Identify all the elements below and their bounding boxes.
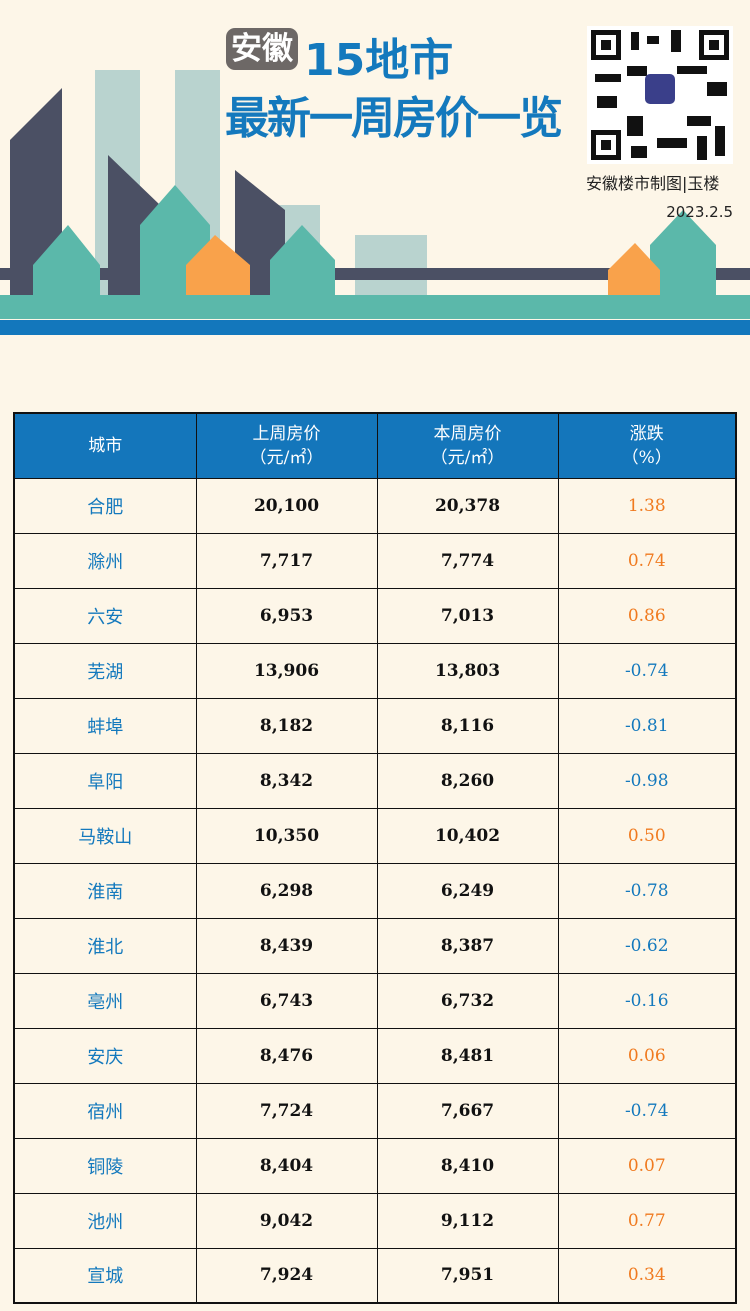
- header-unit: （%）: [621, 447, 672, 468]
- column-header: 本周房价 （元/㎡）: [376, 412, 559, 479]
- last-week-price-cell: 8,404: [195, 1137, 378, 1194]
- last-week-price-cell: 8,182: [195, 697, 378, 754]
- this-week-price-cell: 10,402: [376, 807, 559, 864]
- change-cell: -0.98: [557, 752, 737, 809]
- city-cell: 宣城: [13, 1247, 197, 1304]
- last-week-price-cell: 6,298: [195, 862, 378, 919]
- this-week-price-cell: 7,951: [376, 1247, 559, 1304]
- city-cell: 芜湖: [13, 642, 197, 699]
- change-cell: 0.07: [557, 1137, 737, 1194]
- table-row: 六安 6,953 7,013 0.86: [13, 587, 737, 644]
- change-cell: -0.62: [557, 917, 737, 974]
- city-cell: 淮北: [13, 917, 197, 974]
- this-week-price-cell: 6,732: [376, 972, 559, 1029]
- city-cell: 宿州: [13, 1082, 197, 1139]
- change-cell: 0.77: [557, 1192, 737, 1249]
- page-title: 最新一周房价一览: [225, 93, 563, 144]
- last-week-price-cell: 10,350: [195, 807, 378, 864]
- table-row: 宿州 7,724 7,667 -0.74: [13, 1082, 737, 1139]
- header-label: 涨跌: [629, 423, 664, 444]
- change-cell: 0.06: [557, 1027, 737, 1084]
- city-cell: 六安: [13, 587, 197, 644]
- province-tag: 安徽: [226, 28, 298, 70]
- last-week-price-cell: 7,924: [195, 1247, 378, 1304]
- header-banner: 安徽 15地市 最新一周房价一览 安徽楼市制图|玉楼 2023.2.5: [0, 0, 750, 335]
- table-row: 马鞍山 10,350 10,402 0.50: [13, 807, 737, 864]
- last-week-price-cell: 8,439: [195, 917, 378, 974]
- table-row: 合肥 20,100 20,378 1.38: [13, 477, 737, 534]
- city-cell: 池州: [13, 1192, 197, 1249]
- header-label: 上周房价: [252, 423, 321, 444]
- change-cell: 0.86: [557, 587, 737, 644]
- change-cell: 0.74: [557, 532, 737, 589]
- column-header: 上周房价 （元/㎡）: [195, 412, 378, 479]
- column-header: 城市: [13, 412, 197, 479]
- table-row: 阜阳 8,342 8,260 -0.98: [13, 752, 737, 809]
- table-row: 淮南 6,298 6,249 -0.78: [13, 862, 737, 919]
- change-cell: 1.38: [557, 477, 737, 534]
- last-week-price-cell: 6,953: [195, 587, 378, 644]
- this-week-price-cell: 13,803: [376, 642, 559, 699]
- city-cell: 滁州: [13, 532, 197, 589]
- last-week-price-cell: 7,717: [195, 532, 378, 589]
- header-label: 城市: [88, 435, 123, 456]
- city-cell: 蚌埠: [13, 697, 197, 754]
- city-cell: 铜陵: [13, 1137, 197, 1194]
- last-week-price-cell: 8,342: [195, 752, 378, 809]
- city-cell: 马鞍山: [13, 807, 197, 864]
- header-label: 本周房价: [433, 423, 502, 444]
- this-week-price-cell: 20,378: [376, 477, 559, 534]
- this-week-price-cell: 8,260: [376, 752, 559, 809]
- change-cell: -0.78: [557, 862, 737, 919]
- table-row: 宣城 7,924 7,951 0.34: [13, 1247, 737, 1304]
- column-header: 涨跌 （%）: [557, 412, 737, 479]
- last-week-price-cell: 20,100: [195, 477, 378, 534]
- date-text: 2023.2.5: [666, 203, 733, 221]
- table-row: 亳州 6,743 6,732 -0.16: [13, 972, 737, 1029]
- last-week-price-cell: 13,906: [195, 642, 378, 699]
- change-cell: -0.74: [557, 642, 737, 699]
- last-week-price-cell: 9,042: [195, 1192, 378, 1249]
- city-cell: 合肥: [13, 477, 197, 534]
- this-week-price-cell: 7,667: [376, 1082, 559, 1139]
- this-week-price-cell: 6,249: [376, 862, 559, 919]
- this-week-price-cell: 7,774: [376, 532, 559, 589]
- last-week-price-cell: 7,724: [195, 1082, 378, 1139]
- city-cell: 安庆: [13, 1027, 197, 1084]
- this-week-price-cell: 8,481: [376, 1027, 559, 1084]
- header-unit: （元/㎡）: [430, 447, 505, 468]
- this-week-price-cell: 8,387: [376, 917, 559, 974]
- this-week-price-cell: 7,013: [376, 587, 559, 644]
- change-cell: -0.16: [557, 972, 737, 1029]
- table-row: 蚌埠 8,182 8,116 -0.81: [13, 697, 737, 754]
- city-skyline-illustration: [0, 70, 750, 335]
- price-table: 城市 上周房价 （元/㎡） 本周房价 （元/㎡） 涨跌 （%） 合肥 20,100 20,378…: [13, 412, 737, 1304]
- change-cell: -0.74: [557, 1082, 737, 1139]
- qr-code: [587, 26, 733, 164]
- city-cell: 亳州: [13, 972, 197, 1029]
- table-row: 芜湖 13,906 13,803 -0.74: [13, 642, 737, 699]
- this-week-price-cell: 8,116: [376, 697, 559, 754]
- last-week-price-cell: 8,476: [195, 1027, 378, 1084]
- change-cell: 0.50: [557, 807, 737, 864]
- table-row: 淮北 8,439 8,387 -0.62: [13, 917, 737, 974]
- table-row: 安庆 8,476 8,481 0.06: [13, 1027, 737, 1084]
- table-row: 池州 9,042 9,112 0.77: [13, 1192, 737, 1249]
- city-cell: 阜阳: [13, 752, 197, 809]
- title-line1: 15地市: [304, 35, 454, 86]
- credit-text: 安徽楼市制图|玉楼: [586, 174, 720, 193]
- table-row: 滁州 7,717 7,774 0.74: [13, 532, 737, 589]
- last-week-price-cell: 6,743: [195, 972, 378, 1029]
- header-unit: （元/㎡）: [249, 447, 324, 468]
- change-cell: 0.34: [557, 1247, 737, 1304]
- city-cell: 淮南: [13, 862, 197, 919]
- this-week-price-cell: 8,410: [376, 1137, 559, 1194]
- table-row: 铜陵 8,404 8,410 0.07: [13, 1137, 737, 1194]
- change-cell: -0.81: [557, 697, 737, 754]
- this-week-price-cell: 9,112: [376, 1192, 559, 1249]
